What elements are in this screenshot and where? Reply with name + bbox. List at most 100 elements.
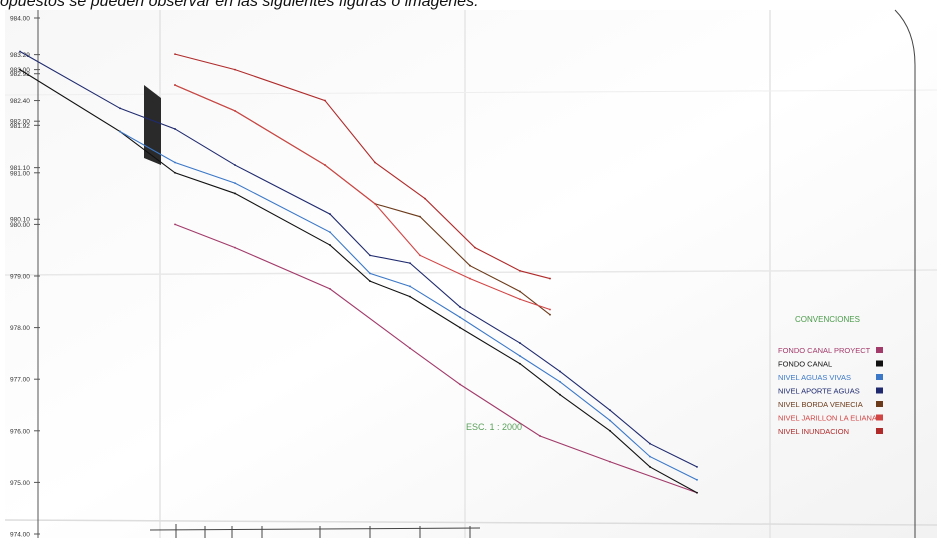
y-tick-label: 982.00: [10, 119, 30, 126]
y-tick-label: 975.00: [10, 480, 30, 487]
series-point: [549, 313, 551, 316]
series-point: [409, 295, 411, 298]
series-point: [519, 362, 521, 365]
series-point: [609, 429, 611, 432]
series-point: [609, 460, 611, 463]
plot-area: [19, 50, 698, 494]
fold-line: [4, 89, 938, 96]
legend-entry-label: NIVEL BORDA VENECIA: [778, 400, 863, 409]
series-point: [459, 383, 461, 386]
scale-note: ESC. 1 : 2000: [466, 422, 522, 432]
series-point: [519, 290, 521, 293]
legend-entry-label: NIVEL APORTE AGUAS: [778, 387, 860, 396]
scale-label: ESC. 1 : 2000: [466, 422, 522, 432]
series-point: [519, 298, 521, 301]
caption-text: opuestos se pueden observar en las sigui…: [0, 0, 479, 10]
series-point: [174, 171, 176, 174]
series-point: [474, 246, 476, 249]
series-point: [609, 419, 611, 422]
series-point: [174, 223, 176, 226]
series-point: [174, 84, 176, 86]
series-point: [649, 442, 651, 445]
legend-swatch: [876, 387, 883, 394]
series-point: [19, 50, 21, 53]
legend-entry-label: NIVEL INUNDACION: [778, 427, 849, 436]
series-point: [119, 130, 121, 133]
y-tick-label: 980.00: [10, 222, 30, 229]
y-tick-label: 983.29: [10, 52, 30, 59]
fold-line: [4, 269, 938, 276]
series-point: [174, 161, 176, 164]
series-point: [459, 316, 461, 319]
fold-line: [4, 519, 938, 526]
y-tick-label: 981.00: [10, 170, 30, 177]
series-point: [119, 107, 121, 110]
series-point: [174, 53, 176, 56]
series-point: [559, 370, 561, 373]
y-tick-label: 981.10: [10, 165, 30, 172]
series-point: [374, 161, 376, 164]
series-point: [329, 231, 331, 234]
series-point: [234, 246, 236, 249]
legend-swatch: [876, 428, 883, 434]
series-point: [324, 164, 326, 166]
legend-swatch: [876, 414, 883, 421]
series-point: [519, 342, 521, 344]
series-point: [469, 264, 471, 267]
series-line: [119, 131, 698, 481]
series-point: [519, 355, 521, 357]
series-point: [649, 455, 651, 458]
series-point: [369, 254, 371, 257]
y-tick-label: 982.92: [10, 71, 30, 78]
legend-entry-label: NIVEL AGUAS VIVAS: [778, 373, 851, 382]
series-point: [329, 213, 331, 215]
y-axis-ticks: 984.00983.29983.00982.92982.40982.00981.…: [10, 16, 40, 538]
series-point: [409, 285, 411, 288]
legend: CONVENCIONES FONDO CANAL PROYECT FONDO CA…: [778, 315, 883, 436]
y-tick-label: 977.00: [10, 377, 30, 384]
y-tick-label: 983.00: [10, 67, 30, 74]
series-point: [234, 68, 236, 71]
series-point: [419, 254, 421, 257]
series-point: [234, 192, 236, 195]
legend-swatch: [876, 347, 883, 353]
series-point: [19, 68, 21, 71]
series-point: [469, 277, 471, 280]
series-point: [234, 109, 236, 112]
series-point: [234, 182, 236, 185]
series-point: [559, 393, 561, 396]
page-edge-right: [894, 9, 916, 538]
series-point: [519, 269, 521, 272]
series-point: [234, 164, 236, 166]
legend-swatch: [876, 401, 883, 407]
series-point: [324, 99, 326, 102]
series-point: [696, 466, 698, 468]
legend-entry-label: FONDO CANAL PROYECT: [778, 346, 871, 355]
series-point: [369, 280, 371, 283]
series-point: [559, 380, 561, 383]
legend-title: CONVENCIONES: [795, 315, 860, 324]
series-point: [649, 466, 651, 468]
series-point: [549, 308, 551, 311]
series-point: [329, 244, 331, 246]
y-tick-label: 978.00: [10, 325, 30, 332]
series-line: [174, 84, 551, 311]
series-point: [369, 272, 371, 275]
series-point: [174, 128, 176, 130]
series-point: [459, 306, 461, 308]
series-point: [459, 326, 461, 329]
y-tick-label: 980.10: [10, 217, 30, 224]
series-point: [419, 215, 421, 218]
series-point: [539, 435, 541, 437]
series-point: [424, 197, 426, 200]
series-point: [609, 409, 611, 412]
bottom-ruler: [149, 524, 481, 538]
series-line: [174, 53, 551, 280]
series-point: [549, 277, 551, 280]
canal-section-shape: [144, 85, 161, 165]
series-point: [696, 491, 698, 494]
y-tick-label: 982.40: [10, 98, 30, 105]
legend-swatch: [876, 374, 883, 380]
legend-swatch: [876, 360, 883, 367]
